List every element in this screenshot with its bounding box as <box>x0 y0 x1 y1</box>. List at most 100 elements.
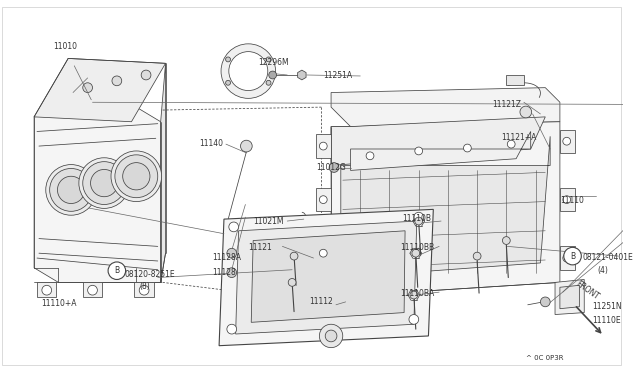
Text: 11110BA: 11110BA <box>400 289 435 298</box>
Circle shape <box>226 57 230 62</box>
Circle shape <box>463 144 471 152</box>
Circle shape <box>123 163 150 190</box>
Circle shape <box>221 44 276 98</box>
Circle shape <box>473 252 481 260</box>
Circle shape <box>229 52 268 90</box>
Circle shape <box>520 106 532 118</box>
Circle shape <box>227 268 237 278</box>
Polygon shape <box>34 58 166 122</box>
Circle shape <box>329 163 339 172</box>
Text: 11128A: 11128A <box>212 253 241 262</box>
Circle shape <box>112 76 122 86</box>
Circle shape <box>540 297 550 307</box>
Circle shape <box>415 217 422 225</box>
Circle shape <box>319 142 327 150</box>
Circle shape <box>140 285 149 295</box>
Polygon shape <box>560 129 575 153</box>
Text: 11121Z: 11121Z <box>492 100 521 109</box>
Circle shape <box>79 158 129 208</box>
Polygon shape <box>316 188 331 211</box>
Circle shape <box>229 222 239 232</box>
Polygon shape <box>316 241 331 265</box>
Polygon shape <box>298 70 306 80</box>
Circle shape <box>226 80 230 85</box>
Circle shape <box>269 71 276 79</box>
Circle shape <box>288 279 296 286</box>
Text: 11121+A: 11121+A <box>502 134 537 142</box>
Circle shape <box>58 176 84 203</box>
Polygon shape <box>560 188 575 211</box>
Polygon shape <box>83 282 102 297</box>
Circle shape <box>111 151 162 202</box>
Text: 11110+A: 11110+A <box>41 299 76 308</box>
Circle shape <box>90 170 118 197</box>
Text: 08120-8251E: 08120-8251E <box>125 270 175 279</box>
Text: 11012G: 11012G <box>316 163 346 171</box>
Text: 11021M: 11021M <box>253 217 284 226</box>
Polygon shape <box>321 292 346 317</box>
Polygon shape <box>555 279 584 315</box>
Text: 11010: 11010 <box>54 42 77 51</box>
Circle shape <box>115 155 157 198</box>
Polygon shape <box>560 285 579 309</box>
Circle shape <box>564 247 581 265</box>
Polygon shape <box>134 282 154 297</box>
Polygon shape <box>316 134 331 158</box>
Text: 08121-0401E: 08121-0401E <box>582 253 633 262</box>
Circle shape <box>563 254 571 262</box>
Text: B: B <box>570 251 575 261</box>
Circle shape <box>412 249 420 257</box>
Circle shape <box>414 212 424 222</box>
Circle shape <box>502 237 510 244</box>
Polygon shape <box>37 282 56 297</box>
Text: FRONT: FRONT <box>575 280 601 302</box>
Circle shape <box>563 137 571 145</box>
Text: 11110E: 11110E <box>592 317 621 326</box>
Polygon shape <box>331 88 560 126</box>
Circle shape <box>290 252 298 260</box>
Text: (8): (8) <box>140 282 150 291</box>
Circle shape <box>108 262 125 279</box>
Text: (4): (4) <box>597 266 608 275</box>
Polygon shape <box>341 137 550 278</box>
Circle shape <box>83 162 125 205</box>
Text: 11251N: 11251N <box>592 302 621 311</box>
Circle shape <box>266 57 271 62</box>
Polygon shape <box>219 209 433 346</box>
Text: 11251A: 11251A <box>323 71 353 80</box>
Polygon shape <box>351 131 531 170</box>
Text: 11140: 11140 <box>200 139 223 148</box>
Polygon shape <box>331 117 545 166</box>
Polygon shape <box>252 231 405 322</box>
Text: 12296M: 12296M <box>258 58 289 67</box>
Circle shape <box>83 83 93 93</box>
Text: 11110: 11110 <box>560 196 584 205</box>
Circle shape <box>366 152 374 160</box>
Circle shape <box>266 80 271 85</box>
Circle shape <box>42 285 52 295</box>
Circle shape <box>88 285 97 295</box>
Text: 11128: 11128 <box>212 268 236 277</box>
Circle shape <box>410 291 418 299</box>
Circle shape <box>241 140 252 152</box>
Polygon shape <box>236 221 417 334</box>
Polygon shape <box>506 75 524 85</box>
Circle shape <box>319 196 327 203</box>
Text: 11112: 11112 <box>310 297 333 306</box>
Text: ^ 0C 0P3R: ^ 0C 0P3R <box>526 355 563 362</box>
Circle shape <box>46 164 97 215</box>
Circle shape <box>415 147 422 155</box>
Circle shape <box>409 315 419 324</box>
Circle shape <box>227 248 237 258</box>
Circle shape <box>141 70 151 80</box>
Polygon shape <box>331 122 560 297</box>
Circle shape <box>50 169 93 211</box>
Polygon shape <box>161 63 166 282</box>
Text: 11110B: 11110B <box>402 214 431 223</box>
Text: B: B <box>115 266 120 275</box>
Circle shape <box>319 324 343 348</box>
Circle shape <box>508 140 515 148</box>
Text: 11110BB: 11110BB <box>400 243 435 253</box>
Circle shape <box>563 196 571 203</box>
Text: 11121: 11121 <box>248 243 272 253</box>
